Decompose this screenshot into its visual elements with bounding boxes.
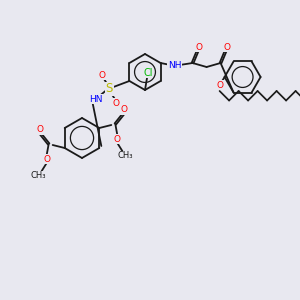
Text: O: O — [121, 106, 128, 115]
Text: Cl: Cl — [143, 68, 153, 78]
Text: CH₃: CH₃ — [31, 172, 46, 181]
Text: O: O — [99, 70, 106, 80]
Text: HN: HN — [89, 94, 102, 103]
Text: O: O — [114, 134, 121, 143]
Text: O: O — [216, 80, 223, 89]
Text: O: O — [113, 98, 120, 107]
Text: O: O — [223, 43, 230, 52]
Text: O: O — [43, 154, 50, 164]
Text: S: S — [106, 82, 113, 95]
Text: NH: NH — [168, 61, 181, 70]
Text: O: O — [36, 125, 43, 134]
Text: CH₃: CH₃ — [118, 152, 133, 160]
Text: O: O — [195, 43, 202, 52]
